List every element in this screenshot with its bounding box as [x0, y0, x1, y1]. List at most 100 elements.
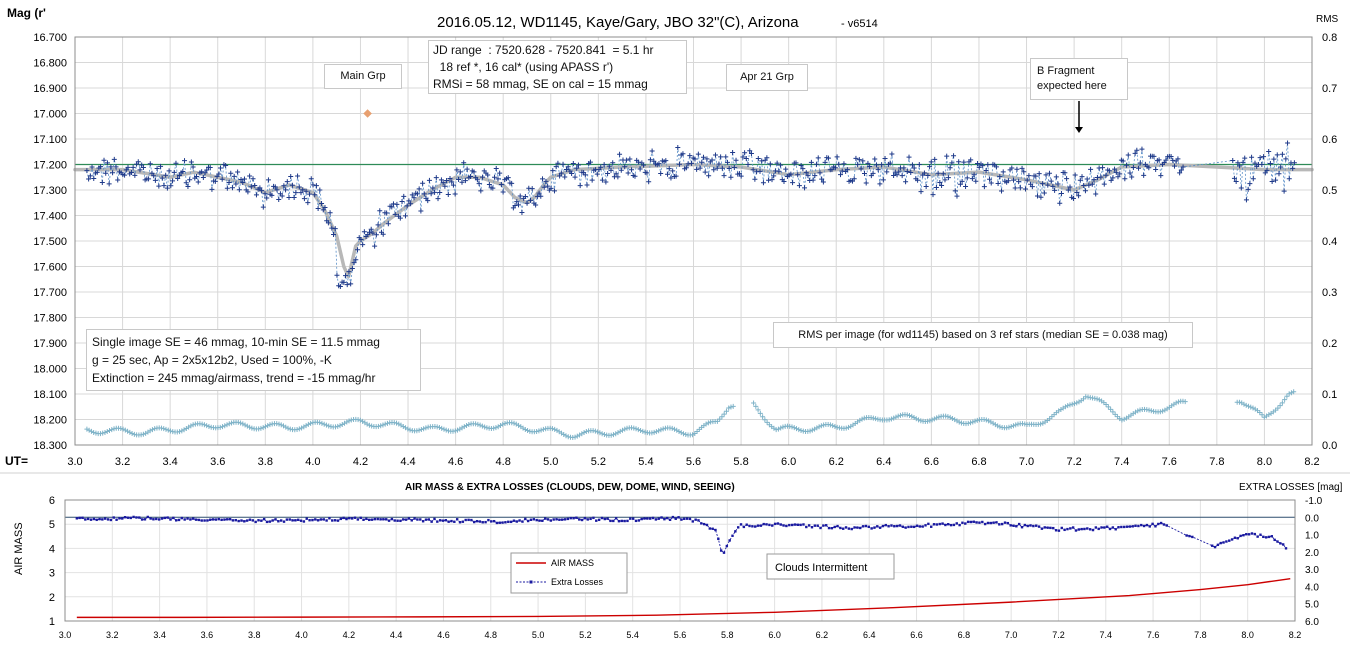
bottom-x-tick-label: 3.8 [248, 630, 261, 640]
light-curve-point [462, 178, 468, 184]
extra-losses-point [174, 519, 178, 522]
extra-losses-point [643, 517, 646, 520]
light-curve-point [399, 199, 405, 205]
rms-point [1279, 400, 1285, 406]
extra-losses-point [859, 526, 862, 530]
extra-losses-point [972, 520, 975, 523]
rms-point [335, 423, 341, 429]
light-curve-point [680, 151, 686, 157]
se-line: Single image SE = 46 mmag, 10-min SE = 1… [92, 335, 380, 349]
top-y-tick-label: 18.200 [33, 415, 67, 427]
light-curve-point [937, 180, 943, 186]
extra-losses-point [745, 523, 748, 526]
rms-point [384, 420, 390, 426]
light-curve-point [1091, 177, 1097, 183]
light-curve-point [610, 160, 616, 166]
extra-losses-point [240, 519, 243, 522]
light-curve-point [522, 194, 528, 200]
extra-losses-point [311, 518, 314, 522]
extra-losses-point [1046, 526, 1049, 529]
light-curve-point [1233, 178, 1239, 184]
light-curve-point [909, 162, 915, 168]
light-curve-point [493, 166, 499, 172]
top-y-tick-label: 16.700 [33, 32, 67, 44]
light-curve-point [236, 187, 242, 193]
extra-losses-point [947, 523, 950, 526]
extra-losses-point [878, 526, 882, 529]
rms-point [1160, 408, 1166, 414]
rms-point [583, 429, 589, 435]
light-curve-point [712, 152, 718, 158]
light-curve-point [762, 157, 768, 163]
light-curve-point [216, 171, 222, 177]
legend-losses-label: Extra Losses [551, 577, 604, 587]
extra-losses-point [1273, 538, 1276, 542]
light-curve-point [733, 157, 739, 163]
extra-losses-point [98, 517, 101, 521]
extra-losses-point [257, 519, 260, 522]
extra-losses-point [944, 523, 947, 527]
extra-losses-point [989, 521, 993, 525]
rms-point [622, 426, 628, 432]
rms-point [635, 427, 641, 433]
light-curve-point [351, 260, 357, 266]
extra-losses-point [1108, 527, 1112, 531]
rms-point [1071, 401, 1077, 407]
rms-point [461, 424, 467, 430]
rms-point [457, 426, 463, 432]
extra-losses-point [475, 519, 479, 523]
rms-point [773, 427, 779, 433]
extra-losses-point [717, 537, 720, 541]
light-curve-point [190, 164, 196, 170]
light-curve-point [805, 173, 811, 179]
light-curve-point [935, 170, 941, 176]
extra-losses-point [115, 518, 118, 521]
extra-losses-point [521, 520, 524, 523]
light-curve-point [635, 159, 641, 165]
rms-point [945, 414, 951, 420]
rms-point [317, 420, 323, 426]
light-curve-point [240, 179, 246, 185]
rms-point [1236, 399, 1242, 405]
light-curve-point [298, 190, 304, 196]
light-curve-point [995, 181, 1001, 187]
top-x-tick-label: 4.6 [448, 456, 463, 468]
extra-losses-point [768, 523, 771, 527]
extra-losses-point [813, 524, 817, 527]
extra-losses-point [617, 519, 621, 523]
extra-losses-point [1159, 521, 1163, 525]
extra-losses-point [382, 518, 385, 521]
extra-losses-point [143, 518, 147, 521]
extra-losses-point [890, 524, 893, 527]
rms-point [296, 426, 302, 432]
light-curve-point [1021, 169, 1027, 175]
light-curve-point [555, 160, 561, 166]
light-curve-point [949, 160, 955, 166]
light-curve-point [1278, 164, 1284, 170]
light-curve-point [457, 169, 463, 175]
light-curve-point [1122, 176, 1128, 182]
light-curve-point [834, 154, 840, 160]
light-curve-point [334, 272, 340, 278]
light-curve-point [752, 176, 758, 182]
rms-point [678, 430, 684, 436]
light-curve-point [406, 198, 412, 204]
rms-point [281, 423, 287, 429]
light-curve-point [997, 174, 1003, 180]
light-curve-point [755, 156, 761, 162]
light-curve-point [1156, 157, 1162, 163]
rms-point [1105, 404, 1111, 410]
light-curve-point [757, 168, 763, 174]
light-curve-point [1110, 175, 1116, 181]
rms-point [540, 426, 546, 432]
light-curve-point [1101, 181, 1107, 187]
rms-point [918, 418, 924, 424]
extinction-line: Extinction = 245 mmag/airmass, trend = -… [92, 371, 376, 385]
extra-losses-point [365, 517, 368, 521]
top-y2-tick-label: 0.1 [1322, 389, 1337, 401]
extra-losses-point [918, 525, 922, 528]
rms-point [364, 421, 370, 427]
light-curve-point [1267, 161, 1273, 167]
rms-point [827, 422, 833, 428]
rms-point [479, 423, 485, 429]
